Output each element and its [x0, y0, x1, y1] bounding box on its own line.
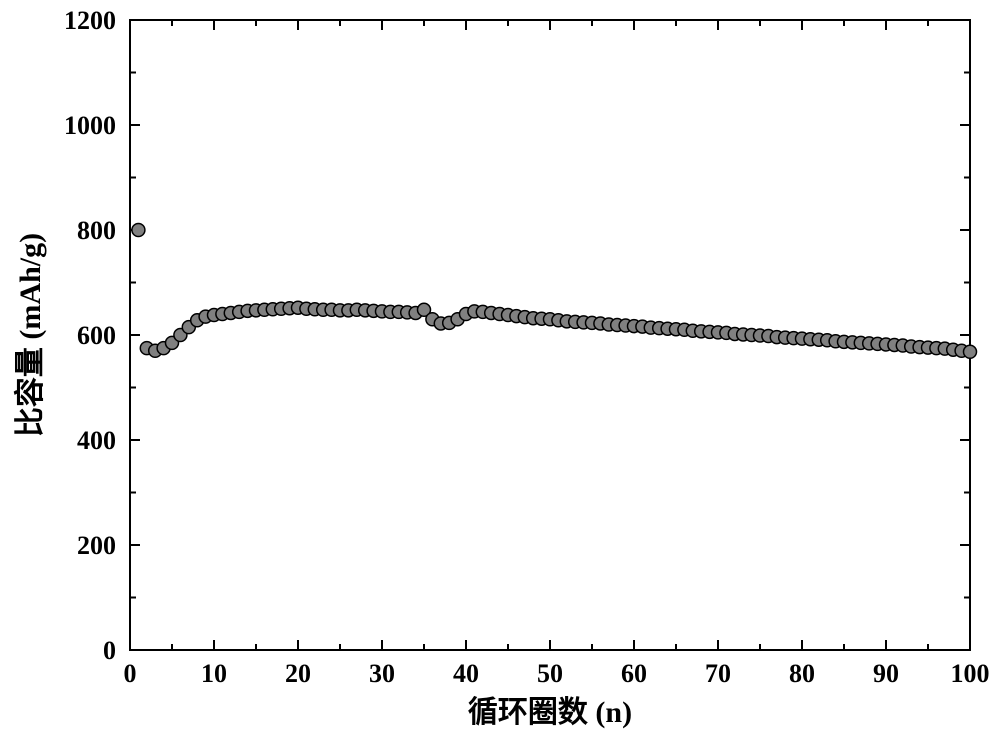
- y-tick-label: 600: [77, 321, 116, 350]
- x-tick-label: 40: [453, 659, 479, 688]
- x-tick-label: 80: [789, 659, 815, 688]
- data-point: [964, 345, 977, 358]
- x-tick-label: 0: [124, 659, 137, 688]
- x-tick-label: 30: [369, 659, 395, 688]
- chart-container: 0102030405060708090100020040060080010001…: [0, 0, 1000, 754]
- y-tick-label: 1200: [64, 6, 116, 35]
- y-tick-label: 200: [77, 531, 116, 560]
- x-tick-label: 70: [705, 659, 731, 688]
- x-tick-label: 10: [201, 659, 227, 688]
- data-point: [132, 224, 145, 237]
- y-tick-label: 0: [103, 636, 116, 665]
- x-tick-label: 100: [951, 659, 990, 688]
- y-tick-label: 1000: [64, 111, 116, 140]
- scatter-chart: 0102030405060708090100020040060080010001…: [0, 0, 1000, 754]
- x-tick-label: 60: [621, 659, 647, 688]
- y-axis-label: 比容量 (mAh/g): [14, 233, 47, 437]
- x-axis-label: 循环圈数 (n): [468, 696, 632, 729]
- x-tick-label: 20: [285, 659, 311, 688]
- x-tick-label: 50: [537, 659, 563, 688]
- y-tick-label: 800: [77, 216, 116, 245]
- y-tick-label: 400: [77, 426, 116, 455]
- x-tick-label: 90: [873, 659, 899, 688]
